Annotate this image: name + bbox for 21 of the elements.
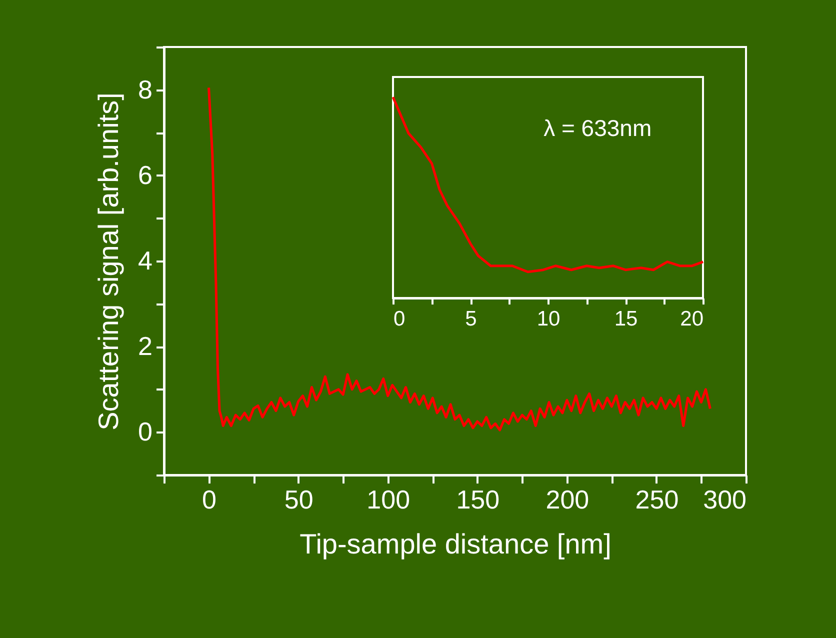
annotation: λ = 633nm — [544, 115, 652, 141]
x-tick-label: 150 — [456, 484, 500, 514]
x-tick-label: 5 — [465, 308, 477, 330]
x-tick-label: 100 — [366, 484, 410, 514]
x-tick-label: 10 — [536, 308, 560, 330]
x-tick-label: 0 — [202, 484, 217, 514]
x-tick-label: 300 — [703, 484, 746, 514]
y-tick-label: 8 — [138, 74, 152, 104]
x-tick-label: 50 — [284, 484, 314, 514]
y-axis-title: Scattering signal [arb.units] — [93, 92, 124, 430]
x-tick-label: 20 — [680, 308, 704, 330]
x-tick-label: 0 — [394, 308, 406, 330]
x-axis-title: Tip-sample distance [nm] — [300, 528, 612, 560]
y-tick-label: 2 — [138, 331, 152, 362]
y-tick-label: 4 — [138, 246, 152, 276]
x-tick-label: 15 — [614, 308, 638, 330]
x-tick-label: 200 — [546, 484, 590, 514]
x-tick-label: 250 — [635, 484, 679, 514]
line-series — [208, 86, 712, 432]
y-tick-label: 0 — [138, 416, 152, 447]
y-tick-label: 6 — [138, 160, 152, 190]
